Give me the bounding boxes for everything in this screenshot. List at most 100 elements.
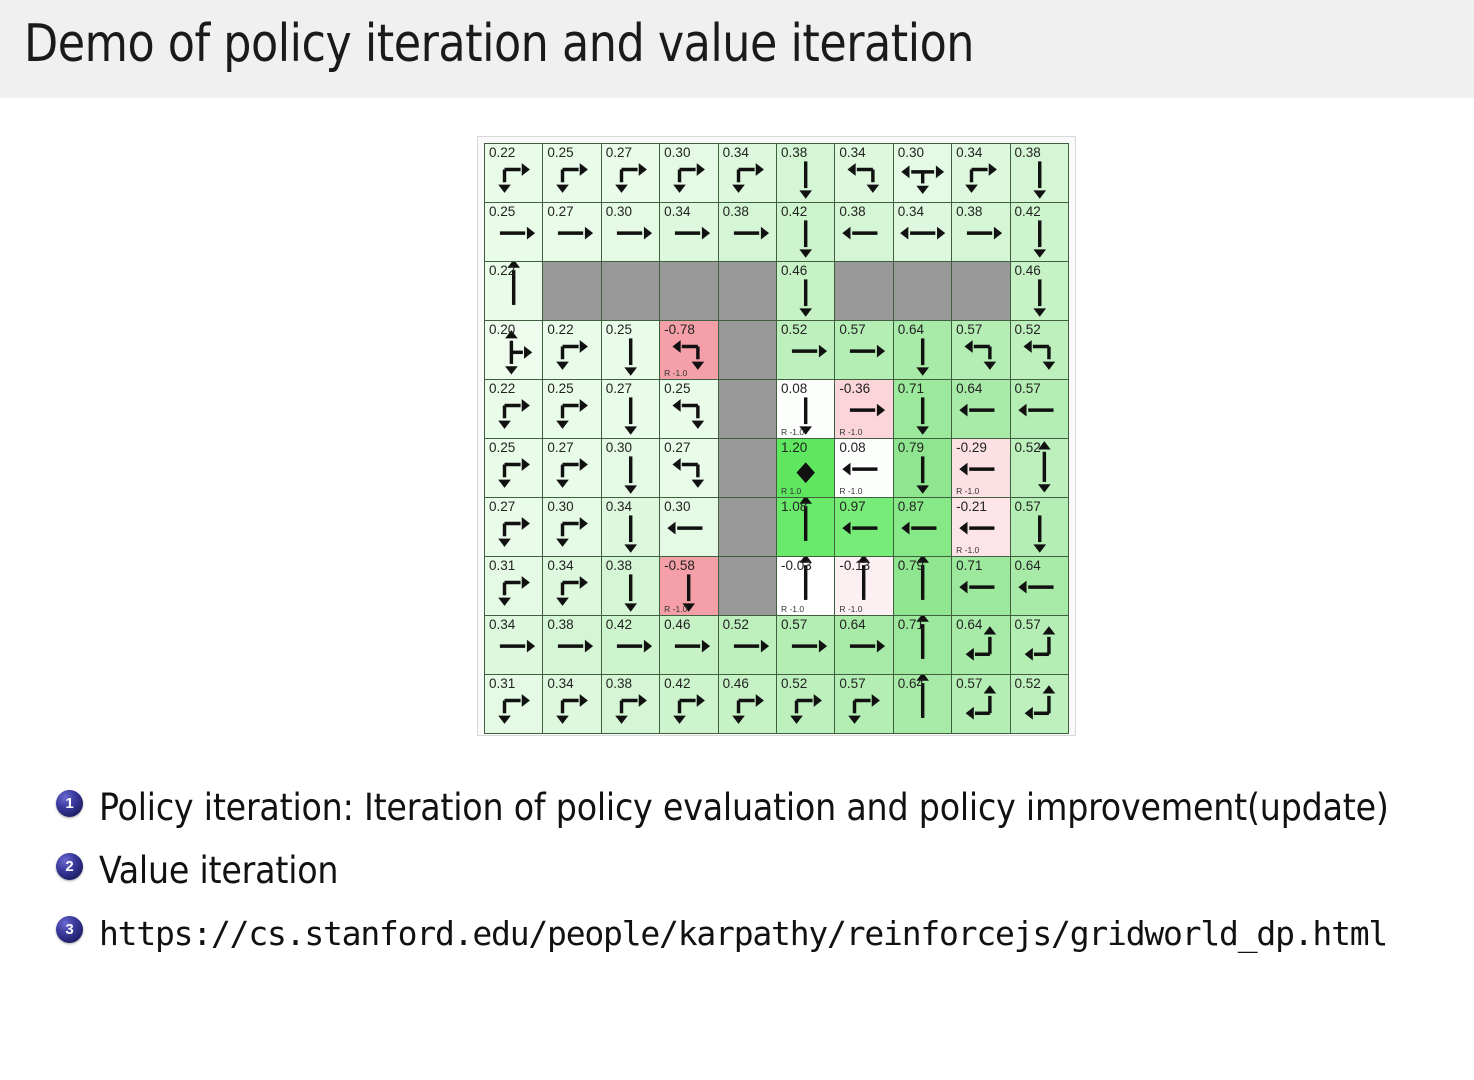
grid-cell[interactable]: 0.46: [775, 261, 836, 321]
grid-cell[interactable]: 0.30: [659, 143, 719, 203]
grid-cell[interactable]: 0.71: [951, 556, 1011, 616]
grid-cell[interactable]: 0.52: [1009, 674, 1070, 734]
cell-value: 0.27: [547, 204, 574, 219]
bullet-link-text[interactable]: https://cs.stanford.edu/people/karpathy/…: [99, 914, 1388, 953]
grid-cell[interactable]: 0.57: [834, 320, 894, 380]
grid-cell[interactable]: 0.52: [775, 320, 836, 380]
gridworld-table[interactable]: 0.22 0.25 0.27 0.30 0.34 0.38 0.34 0.30 0.34 0.38…: [483, 143, 1070, 734]
grid-cell[interactable]: 0.64: [951, 379, 1011, 439]
grid-cell[interactable]: 0.79: [892, 556, 953, 616]
grid-cell[interactable]: 0.57: [951, 320, 1011, 380]
grid-cell[interactable]: 0.22: [542, 320, 602, 380]
grid-cell[interactable]: 0.25: [542, 379, 602, 439]
grid-cell[interactable]: -0.03 R -1.0: [775, 556, 836, 616]
grid-cell[interactable]: 0.31: [483, 674, 544, 734]
grid-cell[interactable]: 0.57: [1009, 379, 1070, 439]
grid-cell[interactable]: 0.22: [483, 261, 544, 321]
grid-cell[interactable]: -0.21 R -1.0: [951, 497, 1011, 557]
cell-value: 0.34: [722, 145, 749, 160]
grid-cell[interactable]: 0.34: [542, 556, 602, 616]
grid-cell[interactable]: 0.34: [834, 143, 894, 203]
grid-cell[interactable]: 0.27: [659, 438, 719, 498]
grid-cell[interactable]: 0.22: [483, 143, 544, 203]
grid-cell[interactable]: 0.34: [892, 202, 953, 262]
grid-cell[interactable]: 0.46: [659, 615, 719, 675]
grid-cell[interactable]: 0.52: [1009, 438, 1070, 498]
grid-cell[interactable]: 0.38: [717, 202, 777, 262]
grid-cell[interactable]: 0.64: [892, 674, 953, 734]
grid-cell[interactable]: 0.57: [1009, 615, 1070, 675]
grid-cell[interactable]: 0.87: [892, 497, 953, 557]
grid-cell[interactable]: 0.38: [600, 556, 661, 616]
grid-cell[interactable]: 0.27: [600, 143, 661, 203]
grid-cell[interactable]: 0.64: [1009, 556, 1070, 616]
grid-cell[interactable]: 0.64: [951, 615, 1011, 675]
grid-cell[interactable]: 0.08 R -1.0: [834, 438, 894, 498]
grid-cell[interactable]: 0.31: [483, 556, 544, 616]
grid-cell[interactable]: 0.25: [600, 320, 661, 380]
cell-reward-label: R -1.0: [839, 427, 863, 437]
grid-cell[interactable]: 0.57: [1009, 497, 1070, 557]
grid-cell[interactable]: 0.27: [600, 379, 661, 439]
grid-cell[interactable]: 0.42: [1009, 202, 1070, 262]
grid-cell[interactable]: 0.42: [600, 615, 661, 675]
cell-value: -0.29: [956, 440, 987, 455]
grid-cell[interactable]: 0.52: [1009, 320, 1070, 380]
grid-cell[interactable]: 0.30: [542, 497, 602, 557]
grid-cell[interactable]: 0.30: [600, 202, 661, 262]
grid-cell[interactable]: -0.13 R -1.0: [834, 556, 894, 616]
grid-cell[interactable]: 0.38: [1009, 143, 1070, 203]
grid-cell[interactable]: -0.78 R -1.0: [659, 320, 719, 380]
grid-cell[interactable]: 0.42: [659, 674, 719, 734]
grid-cell[interactable]: -0.29 R -1.0: [951, 438, 1011, 498]
cell-value: 0.27: [664, 440, 691, 455]
grid-cell[interactable]: 0.34: [600, 497, 661, 557]
grid-cell[interactable]: 0.79: [892, 438, 953, 498]
grid-cell[interactable]: 0.46: [1009, 261, 1070, 321]
grid-cell[interactable]: 0.30: [600, 438, 661, 498]
grid-cell[interactable]: -0.58 R -1.0: [659, 556, 719, 616]
grid-cell[interactable]: 0.25: [483, 438, 544, 498]
grid-cell[interactable]: 1.08: [775, 497, 836, 557]
grid-cell[interactable]: 0.38: [600, 674, 661, 734]
grid-cell[interactable]: 0.52: [717, 615, 777, 675]
grid-cell[interactable]: 0.52: [775, 674, 836, 734]
grid-cell[interactable]: 0.71: [892, 615, 953, 675]
grid-cell[interactable]: 0.34: [542, 674, 602, 734]
grid-cell[interactable]: 0.57: [775, 615, 836, 675]
grid-cell[interactable]: 0.97: [834, 497, 894, 557]
grid-cell[interactable]: 0.46: [717, 674, 777, 734]
grid-cell[interactable]: 0.30: [659, 497, 719, 557]
grid-cell[interactable]: 0.34: [951, 143, 1011, 203]
grid-cell[interactable]: 0.30: [892, 143, 953, 203]
grid-cell[interactable]: 0.20: [483, 320, 544, 380]
grid-cell[interactable]: 0.64: [892, 320, 953, 380]
grid-cell[interactable]: 0.71: [892, 379, 953, 439]
grid-cell[interactable]: 0.27: [483, 497, 544, 557]
grid-cell[interactable]: 0.38: [775, 143, 836, 203]
grid-cell[interactable]: -0.36 R -1.0: [834, 379, 894, 439]
grid-cell[interactable]: 0.64: [834, 615, 894, 675]
grid-cell[interactable]: 0.57: [834, 674, 894, 734]
grid-cell[interactable]: 0.34: [659, 202, 719, 262]
grid-cell[interactable]: 0.34: [483, 615, 544, 675]
grid-cell[interactable]: 0.27: [542, 202, 602, 262]
grid-cell[interactable]: 0.08 R -1.0: [775, 379, 836, 439]
grid-cell[interactable]: 0.27: [542, 438, 602, 498]
grid-cell[interactable]: 0.25: [542, 143, 602, 203]
grid-cell[interactable]: 0.22: [483, 379, 544, 439]
grid-cell[interactable]: 0.38: [542, 615, 602, 675]
grid-cell[interactable]: 0.38: [834, 202, 894, 262]
cell-value: 0.38: [956, 204, 983, 219]
gridworld-panel[interactable]: 0.22 0.25 0.27 0.30 0.34 0.38 0.34 0.30 0.34 0.38…: [477, 136, 1076, 736]
grid-cell[interactable]: 0.57: [951, 674, 1011, 734]
grid-cell[interactable]: 0.25: [483, 202, 544, 262]
cell-value: 0.34: [839, 145, 866, 160]
grid-cell[interactable]: 0.34: [717, 143, 777, 203]
grid-cell-wall: [951, 261, 1011, 321]
grid-cell[interactable]: 0.42: [775, 202, 836, 262]
grid-cell[interactable]: 1.20 R 1.0: [775, 438, 836, 498]
grid-cell[interactable]: 0.25: [659, 379, 719, 439]
grid-cell[interactable]: 0.38: [951, 202, 1011, 262]
cell-value: 0.25: [489, 204, 516, 219]
